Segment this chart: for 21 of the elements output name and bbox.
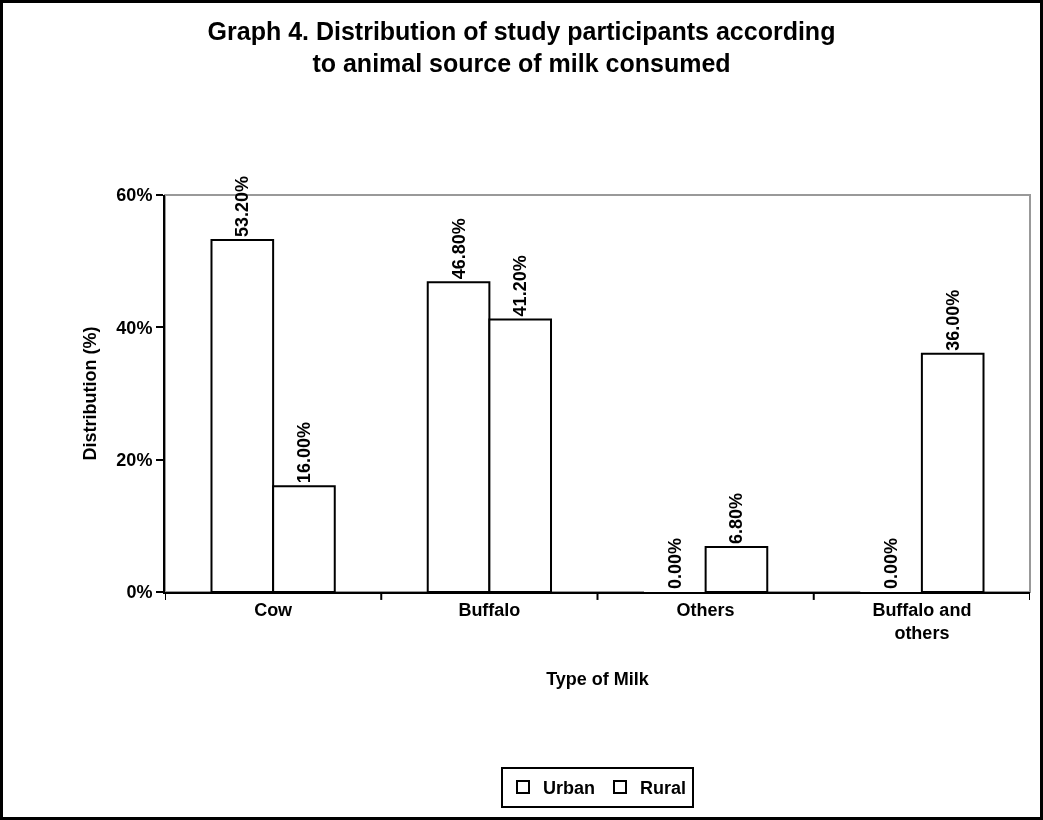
data-label: 0.00% [664, 537, 685, 589]
data-label: 36.00% [942, 289, 963, 351]
x-tick-label: Buffalo [458, 599, 521, 620]
y-tick-label: 0% [126, 582, 153, 603]
legend-label: Urban [543, 777, 596, 798]
data-label: 53.20% [232, 175, 253, 237]
data-label: 16.00% [293, 422, 314, 484]
data-label: 46.80% [448, 218, 469, 280]
legend-label: Rural [640, 777, 687, 798]
x-tick-label: Buffalo and others [872, 599, 972, 643]
y-tick-label: 40% [116, 317, 153, 338]
data-label: 6.80% [726, 492, 747, 545]
y-axis-title: Distribution (%) [80, 326, 101, 461]
data-label: 0.00% [881, 537, 902, 589]
x-tick-label: Cow [254, 599, 294, 620]
data-label: 41.20% [510, 255, 531, 317]
x-axis-title: Type of Milk [546, 668, 650, 689]
y-tick-label: 60% [116, 185, 153, 206]
x-tick-label: Others [676, 599, 735, 620]
chart-title: Graph 4. Distribution of study participants according to animal source of milk consumed [207, 16, 836, 78]
y-tick-label: 20% [116, 449, 153, 470]
